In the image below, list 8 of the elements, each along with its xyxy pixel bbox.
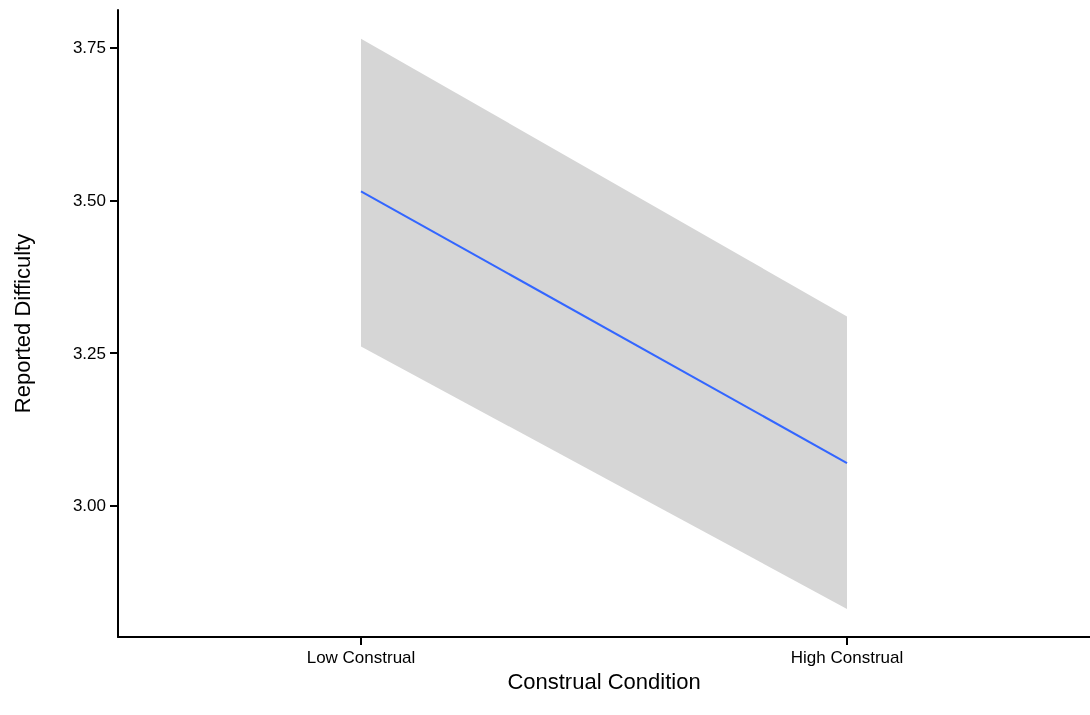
y-tick-label: 3.50 <box>72 190 106 210</box>
x-tick-label: Low Construal <box>306 648 416 667</box>
y-axis-title: Reported Difficulty <box>9 233 35 414</box>
y-tick-label: 3.75 <box>72 38 106 58</box>
y-tick-label: 3.00 <box>72 496 106 516</box>
x-axis-title: Construal Condition <box>507 669 701 695</box>
x-tick-label: High Construal <box>790 648 904 667</box>
y-tick-label: 3.25 <box>72 343 106 363</box>
